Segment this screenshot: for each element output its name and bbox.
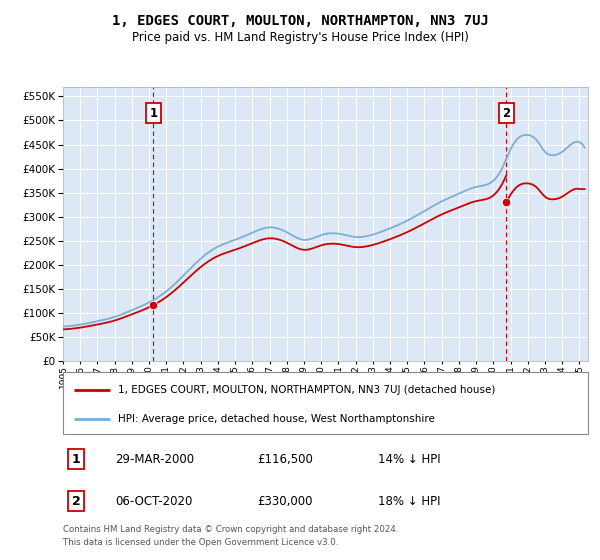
Text: 2: 2 (72, 495, 80, 508)
Text: 2: 2 (502, 107, 511, 120)
Text: 14% ↓ HPI: 14% ↓ HPI (378, 452, 440, 465)
Text: £330,000: £330,000 (257, 495, 313, 508)
FancyBboxPatch shape (63, 372, 588, 434)
Text: HPI: Average price, detached house, West Northamptonshire: HPI: Average price, detached house, West… (118, 414, 435, 424)
Text: £116,500: £116,500 (257, 452, 313, 465)
Text: 06-OCT-2020: 06-OCT-2020 (115, 495, 193, 508)
Text: Contains HM Land Registry data © Crown copyright and database right 2024.
This d: Contains HM Land Registry data © Crown c… (63, 525, 398, 548)
Text: 1, EDGES COURT, MOULTON, NORTHAMPTON, NN3 7UJ: 1, EDGES COURT, MOULTON, NORTHAMPTON, NN… (112, 14, 488, 28)
Text: 29-MAR-2000: 29-MAR-2000 (115, 452, 194, 465)
Text: 1: 1 (72, 452, 80, 465)
Text: Price paid vs. HM Land Registry's House Price Index (HPI): Price paid vs. HM Land Registry's House … (131, 31, 469, 44)
Text: 1: 1 (149, 107, 157, 120)
Text: 1, EDGES COURT, MOULTON, NORTHAMPTON, NN3 7UJ (detached house): 1, EDGES COURT, MOULTON, NORTHAMPTON, NN… (118, 385, 496, 395)
Text: 18% ↓ HPI: 18% ↓ HPI (378, 495, 440, 508)
